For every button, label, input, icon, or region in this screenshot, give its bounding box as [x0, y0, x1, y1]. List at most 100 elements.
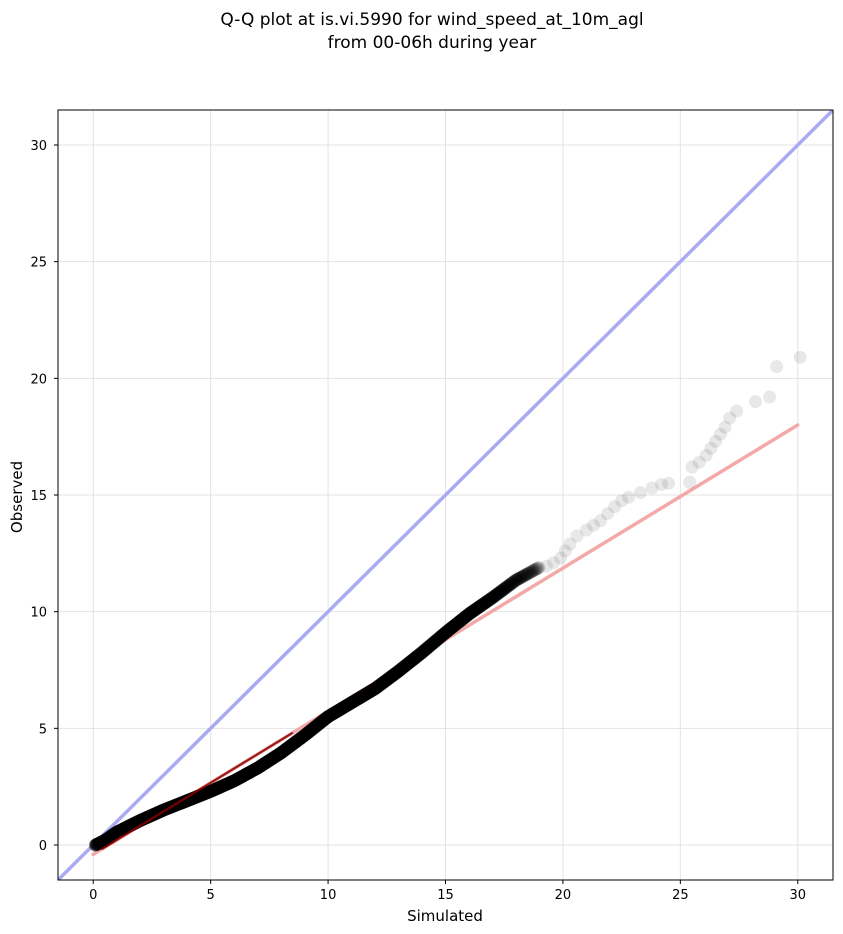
qq-point — [528, 563, 542, 577]
qq-point — [529, 562, 543, 576]
qq-tail-point — [539, 559, 553, 573]
qq-tail-point — [723, 411, 737, 425]
qq-point — [490, 588, 504, 602]
qq-point — [507, 575, 521, 589]
qq-point — [512, 571, 526, 585]
y-tick-label: 15 — [30, 489, 47, 504]
qq-point — [495, 583, 509, 597]
qq-tail-point — [763, 390, 777, 404]
qq-tail-point — [622, 490, 636, 504]
x-tick-label: 10 — [320, 888, 337, 903]
qq-tail-point — [793, 350, 807, 364]
qq-tail-point — [633, 486, 647, 500]
qq-point — [504, 577, 518, 591]
qq-tail-point — [683, 475, 697, 489]
qq-point — [506, 576, 520, 590]
y-axis-ticks: 0 5 10 15 20 25 30 — [30, 139, 58, 854]
qq-point — [530, 562, 544, 576]
qq-point — [499, 581, 513, 595]
qq-point — [498, 581, 512, 595]
x-tick-label: 0 — [89, 888, 97, 903]
qq-point — [484, 592, 498, 606]
qq-point — [531, 561, 545, 575]
qq-tail-point — [699, 448, 713, 462]
qq-tail-point — [554, 551, 568, 565]
qq-tail-point — [655, 478, 669, 491]
plot-area — [58, 110, 833, 880]
qq-point — [496, 583, 510, 597]
qq-tail-point — [601, 507, 615, 521]
qq-point — [524, 565, 538, 579]
x-tick-label: 5 — [207, 888, 215, 903]
data-points — [89, 350, 807, 852]
qq-tail-point — [579, 523, 593, 537]
qq-point — [503, 578, 517, 592]
y-tick-label: 25 — [30, 256, 47, 271]
qq-tail-point — [692, 455, 706, 469]
qq-point — [474, 599, 488, 613]
qq-point — [477, 596, 491, 610]
qq-point — [515, 570, 529, 584]
qq-point — [492, 586, 506, 600]
qq-point — [511, 572, 525, 586]
qq-point — [508, 574, 522, 588]
qq-point — [500, 580, 514, 594]
x-tick-label: 15 — [437, 888, 454, 903]
qq-tail-point — [563, 537, 577, 551]
qq-point — [489, 588, 503, 602]
qq-point — [478, 596, 492, 610]
qq-point — [523, 566, 537, 580]
chart-title-line-1: Q-Q plot at is.vi.5990 for wind_speed_at… — [220, 10, 643, 30]
y-tick-label: 30 — [30, 139, 47, 154]
qq-tail-point — [730, 404, 744, 418]
y-tick-label: 5 — [39, 722, 47, 737]
y-tick-label: 10 — [30, 606, 47, 621]
qq-point — [481, 594, 495, 608]
qq-point — [520, 567, 534, 581]
qq-point — [487, 590, 501, 604]
qq-point — [532, 561, 546, 575]
qq-point — [527, 563, 541, 577]
chart-title-line-2: from 00-06h during year — [328, 33, 537, 53]
qq-point — [509, 573, 523, 587]
qq-tail-point — [662, 476, 676, 490]
qq-point — [516, 569, 530, 583]
qq-point — [519, 568, 533, 582]
qq-tail-point — [586, 518, 600, 532]
qq-point — [493, 585, 507, 599]
qq-point — [517, 569, 531, 583]
qq-point — [501, 579, 515, 593]
qq-point — [485, 591, 499, 605]
qq-point — [476, 598, 490, 612]
y-axis-label: Observed — [8, 461, 26, 533]
qq-point — [477, 597, 491, 611]
qq-point — [502, 578, 516, 592]
qq-tail-point — [547, 556, 561, 570]
x-tick-label: 25 — [672, 888, 689, 903]
qq-point — [473, 599, 487, 613]
qq-point — [505, 576, 519, 590]
qq-point — [497, 582, 511, 596]
qq-point — [486, 590, 500, 604]
qq-tail-point — [704, 441, 718, 455]
qq-point — [524, 565, 538, 579]
qq-point — [471, 601, 485, 615]
qq-point — [488, 589, 502, 603]
qq-point — [482, 593, 496, 607]
qq-point — [493, 585, 507, 599]
y-tick-label: 20 — [30, 372, 47, 387]
qq-point — [475, 598, 489, 612]
qq-tail-point — [718, 420, 732, 434]
qq-point — [525, 564, 539, 578]
qq-point — [480, 594, 494, 608]
x-tick-label: 30 — [789, 888, 806, 903]
qq-point — [483, 592, 497, 606]
qq-point — [514, 570, 528, 584]
qq-point — [521, 567, 535, 581]
x-axis-label: Simulated — [407, 907, 483, 925]
x-tick-label: 20 — [555, 888, 572, 903]
qq-tail-point — [685, 460, 699, 474]
qq-point — [494, 584, 508, 598]
qq-point — [491, 587, 505, 601]
